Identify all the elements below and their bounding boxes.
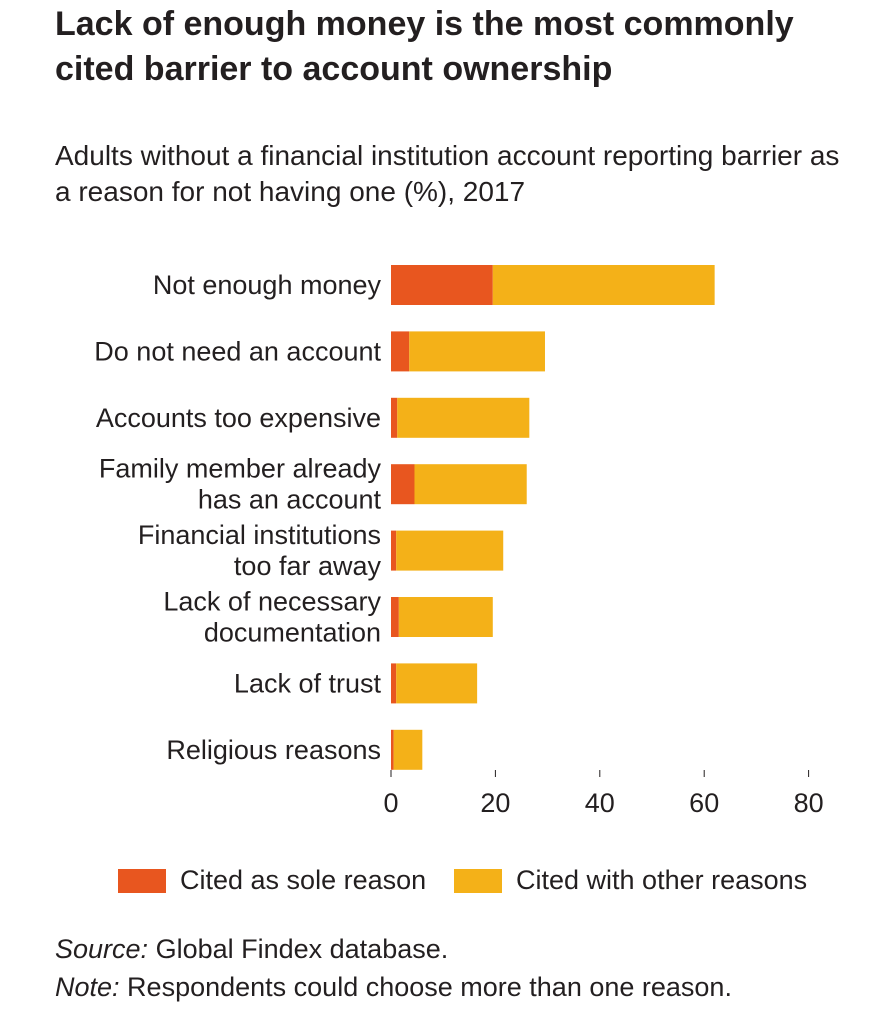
source-key: Source: [55, 934, 149, 964]
category-label: Do not need an account [94, 336, 381, 366]
legend-swatch-sole [118, 869, 166, 893]
category-label-line: too far away [234, 551, 382, 581]
category-label-line: Lack of necessary [163, 587, 381, 617]
bar-segment-other [409, 331, 545, 372]
x-tick-label: 20 [480, 788, 510, 818]
bar-segment-sole [391, 729, 394, 770]
bar-segment-sole [391, 663, 397, 704]
category-label-line: Lack of trust [234, 668, 382, 698]
category-label: Religious reasons [166, 735, 381, 765]
bar-segment-sole [391, 265, 493, 305]
category-label-line: documentation [204, 618, 381, 648]
bar-segment-other [393, 729, 423, 770]
category-label-line: Religious reasons [166, 735, 381, 765]
bar-chart: Not enough money Do not need an account Ac… [94, 265, 824, 818]
bar-segment-sole [391, 331, 410, 372]
bar-segment-other [492, 265, 715, 305]
category-label: Family member already has an account [99, 454, 382, 515]
x-tick-label: 60 [689, 788, 719, 818]
bar-segment-sole [391, 397, 398, 438]
category-label-line: has an account [198, 485, 382, 515]
note-text: Respondents could choose more than one r… [119, 972, 732, 1002]
category-label-line: Not enough money [153, 270, 382, 300]
chart-title: Lack of enough money is the most commonl… [55, 5, 794, 88]
category-label: Accounts too expensive [96, 403, 381, 433]
respondents-note: Note: Respondents could choose more than… [55, 968, 732, 1006]
bar-segment-other [397, 397, 530, 438]
bar-segment-sole [391, 530, 397, 571]
category-label: Not enough money [153, 270, 382, 300]
category-label: Lack of necessary documentation [163, 587, 381, 648]
category-label: Lack of trust [234, 668, 382, 698]
category-label-line: Financial institutions [138, 520, 381, 550]
source-note: Source: Global Findex database. [55, 930, 732, 968]
legend-swatch-other [454, 869, 502, 893]
legend-label-other: Cited with other reasons [516, 865, 808, 895]
category-label-line: Accounts too expensive [96, 403, 381, 433]
source-text: Global Findex database. [148, 934, 449, 964]
bar-segment-other [398, 597, 493, 637]
note-key: Note: [55, 972, 120, 1002]
bar-segment-other [414, 464, 527, 505]
bar-segment-other [396, 663, 478, 704]
x-tick-label: 0 [383, 788, 398, 818]
bar-segment-other [396, 530, 504, 571]
x-tick-label: 80 [794, 788, 824, 818]
footnotes: Source: Global Findex database. Note: Re… [55, 930, 732, 1006]
category-label-line: Do not need an account [94, 336, 381, 366]
category-label: Financial institutions too far away [138, 520, 382, 581]
x-tick-label: 40 [585, 788, 615, 818]
category-label-line: Family member already [99, 454, 382, 484]
bar-segment-sole [391, 464, 415, 505]
legend-label-sole: Cited as sole reason [180, 865, 427, 895]
chart-subtitle: Adults without a financial institution a… [55, 140, 840, 207]
bar-segment-sole [391, 597, 399, 637]
